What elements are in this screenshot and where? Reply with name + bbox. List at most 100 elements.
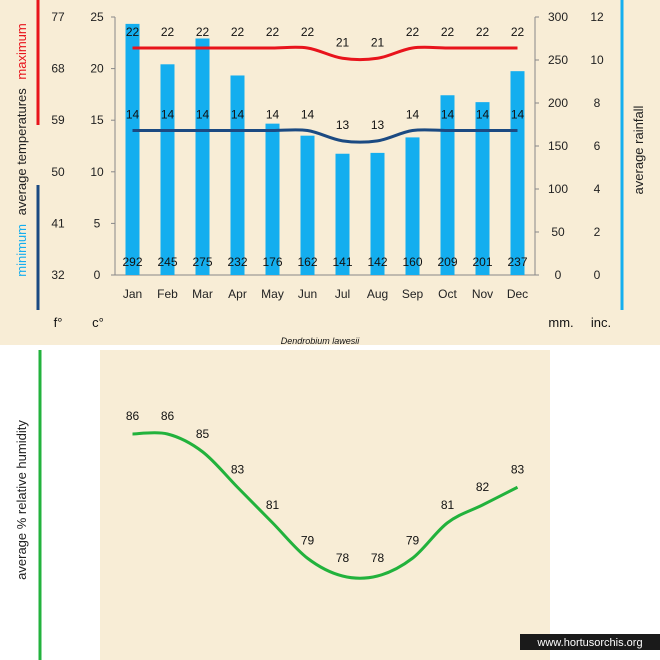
maximum-temperature-label: 22 [476, 25, 490, 39]
rainfall-bar [230, 75, 245, 275]
rainfall-value-label: 292 [122, 255, 142, 269]
rainfall-bar [125, 23, 140, 275]
humidity-chart-background [100, 350, 550, 660]
maximum-temperature-line [132, 45, 518, 62]
maximum-temperature-label: 22 [511, 25, 525, 39]
maximum-label: maximum [14, 23, 29, 79]
average-temperatures-label: average temperatures [14, 88, 29, 216]
minimum-temperature-label: 14 [406, 108, 420, 122]
rainfall-bar [370, 152, 385, 275]
maximum-temperature-label: 22 [161, 25, 175, 39]
month-tick-label: Feb [157, 287, 178, 301]
humidity-value-label: 83 [511, 462, 525, 476]
humidity-value-label: 85 [196, 427, 210, 441]
inch-unit: inc. [591, 315, 611, 330]
humidity-value-label: 83 [231, 462, 245, 476]
rainfall-value-label: 142 [367, 255, 387, 269]
celsius-tick-label: 15 [90, 113, 104, 127]
celsius-tick-label: 10 [90, 165, 104, 179]
maximum-temperature-label: 21 [336, 35, 350, 49]
rainfall-axis-title: average rainfall [631, 105, 646, 194]
humidity-value-label: 86 [126, 409, 140, 423]
fahrenheit-tick-label: 77 [51, 10, 65, 24]
minimum-temperature-line [132, 128, 518, 144]
temperature-axis-title: minimum average temperatures maximum [14, 23, 29, 277]
minimum-temperature-label: 14 [196, 108, 210, 122]
maximum-temperature-label: 22 [126, 25, 140, 39]
celsius-unit: c° [92, 315, 104, 330]
celsius-tick-label: 25 [90, 10, 104, 24]
rainfall-value-label: 275 [192, 255, 212, 269]
rainfall-inch-tick-label: 4 [594, 182, 601, 196]
rainfall-mm-tick-label: 250 [548, 53, 568, 67]
rainfall-bar [440, 95, 455, 275]
rainfall-mm-tick-label: 50 [551, 225, 565, 239]
minimum-temperature-label: 14 [161, 108, 175, 122]
watermark: www.hortusorchis.org [536, 637, 642, 649]
rainfall-mm-tick-label: 300 [548, 10, 568, 24]
fahrenheit-tick-label: 41 [51, 216, 65, 230]
rainfall-bar [160, 64, 175, 275]
rainfall-inch-tick-label: 8 [594, 96, 601, 110]
maximum-temperature-label: 22 [301, 25, 315, 39]
month-tick-label: Apr [228, 287, 247, 301]
rainfall-bar [265, 123, 280, 275]
month-tick-label: Jun [298, 287, 317, 301]
month-tick-label: Dec [507, 287, 528, 301]
rainfall-value-label: 141 [332, 255, 352, 269]
celsius-tick-label: 0 [94, 268, 101, 282]
celsius-tick-label: 20 [90, 62, 104, 76]
minimum-temperature-label: 13 [336, 118, 350, 132]
rainfall-mm-tick-label: 100 [548, 182, 568, 196]
minimum-temperature-label: 14 [301, 108, 315, 122]
month-tick-label: Oct [438, 287, 457, 301]
fahrenheit-unit: f° [54, 315, 63, 330]
rainfall-inch-tick-label: 10 [590, 53, 604, 67]
celsius-tick-label: 5 [94, 216, 101, 230]
rainfall-value-label: 160 [402, 255, 422, 269]
minimum-temperature-label: 14 [266, 108, 280, 122]
rainfall-temperature-plot: 0 32 5 41 10 50 15 59 20 68 25 77 0 0 50 2 100 4 150 6 200 8 2… [51, 10, 604, 301]
humidity-axis-title: average % relative humidity [14, 420, 29, 580]
rainfall-value-label: 245 [157, 255, 177, 269]
rainfall-inch-tick-label: 12 [590, 10, 604, 24]
maximum-temperature-label: 22 [231, 25, 245, 39]
minimum-temperature-label: 13 [371, 118, 385, 132]
minimum-label: minimum [14, 224, 29, 277]
rainfall-mm-tick-label: 200 [548, 96, 568, 110]
humidity-line [132, 431, 519, 580]
maximum-temperature-label: 22 [441, 25, 455, 39]
rainfall-bar [300, 135, 315, 275]
month-tick-label: Jul [335, 287, 350, 301]
mm-unit: mm. [548, 315, 573, 330]
month-tick-label: Nov [472, 287, 493, 301]
humidity-value-label: 79 [406, 533, 420, 547]
rainfall-value-label: 209 [437, 255, 457, 269]
rainfall-value-label: 237 [507, 255, 527, 269]
month-tick-label: Aug [367, 287, 388, 301]
humidity-value-label: 78 [371, 551, 385, 565]
humidity-value-label: 82 [476, 480, 490, 494]
top-chart-background [0, 0, 660, 345]
month-tick-label: May [261, 287, 284, 301]
fahrenheit-tick-label: 68 [51, 62, 65, 76]
humidity-value-label: 86 [161, 409, 175, 423]
fahrenheit-tick-label: 59 [51, 113, 65, 127]
maximum-temperature-label: 22 [406, 25, 420, 39]
rainfall-inch-tick-label: 6 [594, 139, 601, 153]
rainfall-bar [475, 102, 490, 275]
fahrenheit-tick-label: 50 [51, 165, 65, 179]
rainfall-mm-tick-label: 0 [555, 268, 562, 282]
humidity-value-label: 78 [336, 551, 350, 565]
maximum-temperature-label: 21 [371, 35, 385, 49]
watermark-background [520, 634, 660, 650]
rainfall-value-label: 201 [472, 255, 492, 269]
rainfall-value-label: 162 [297, 255, 317, 269]
species-title: Dendrobium lawesii [281, 336, 361, 346]
month-tick-label: Mar [192, 287, 213, 301]
maximum-temperature-label: 22 [266, 25, 280, 39]
rainfall-mm-tick-label: 150 [548, 139, 568, 153]
rainfall-inch-tick-label: 0 [594, 268, 601, 282]
minimum-temperature-label: 14 [231, 108, 245, 122]
